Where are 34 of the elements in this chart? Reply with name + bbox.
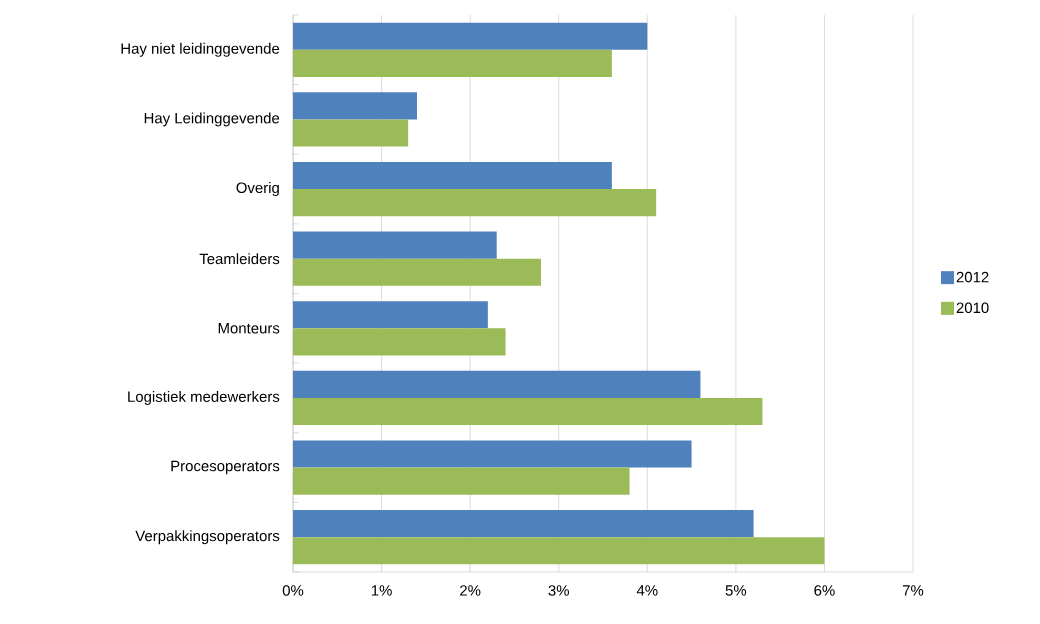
bar — [293, 161, 612, 190]
bar — [293, 92, 418, 120]
y-tick-label: Overig — [236, 182, 279, 197]
bar — [293, 510, 754, 538]
x-tick-label: 0% — [282, 585, 304, 596]
x-tick-label: 3% — [548, 585, 569, 596]
bar — [293, 258, 541, 286]
x-tick-label: 6% — [814, 585, 835, 596]
y-tick-label: Hay niet leidinggevende — [121, 42, 280, 57]
bar — [293, 22, 648, 50]
y-tick-label: Logistiek medewerkers — [128, 390, 280, 405]
legend-label: 2010 — [956, 302, 989, 314]
bar — [293, 370, 701, 398]
legend-label: 2012 — [956, 271, 989, 283]
bar — [293, 301, 488, 329]
y-tick-label: Hay Leidinggevende — [144, 112, 280, 127]
y-tick-label: Monteurs — [218, 323, 280, 334]
x-tick-label: 4% — [636, 585, 658, 596]
y-tick-label: Verpakkingsoperators — [135, 530, 280, 545]
bar — [293, 328, 506, 356]
bar — [293, 119, 409, 147]
x-tick-label: 2% — [460, 585, 481, 596]
bar — [293, 467, 630, 495]
x-tick-label: 1% — [371, 585, 392, 596]
bar — [293, 537, 825, 565]
bar — [293, 231, 497, 259]
bar — [293, 440, 692, 468]
bar — [293, 49, 612, 77]
x-tick-label: 7% — [902, 585, 924, 596]
bar — [293, 189, 657, 217]
x-tick-label: 5% — [725, 585, 747, 596]
bar — [293, 397, 763, 426]
y-tick-label: Procesoperators — [171, 460, 280, 475]
y-tick-label: Teamleiders — [199, 253, 280, 265]
